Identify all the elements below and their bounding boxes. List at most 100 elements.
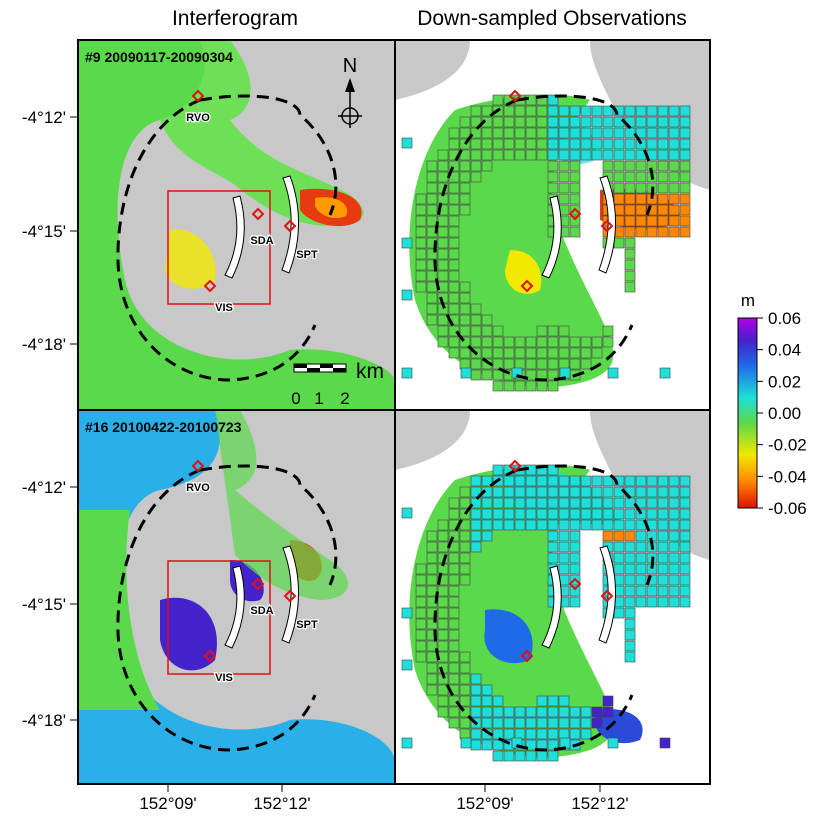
grid-cell: [679, 193, 691, 205]
grid-cell: [569, 508, 581, 520]
grid-cell: [448, 695, 460, 707]
grid-cell: [415, 226, 427, 238]
grid-cell: [459, 182, 471, 194]
grid-cell: [470, 314, 482, 326]
grid-cell: [415, 585, 427, 597]
grid-cell: [481, 138, 493, 150]
grid-cell: [525, 127, 537, 139]
grid-cell: [459, 563, 471, 575]
grid-cell: [459, 728, 471, 740]
grid-cell: [635, 552, 647, 564]
grid-cell: [569, 149, 581, 161]
grid-cell: [668, 519, 680, 531]
grid-cell: [591, 475, 603, 487]
grid-cell: [426, 237, 438, 249]
grid-cell: [481, 149, 493, 161]
grid-cell: [558, 325, 570, 337]
grid-cell: [591, 336, 603, 348]
grid-cell: [481, 717, 493, 729]
grid-cell: [547, 347, 559, 359]
grid-cell: [525, 750, 537, 762]
grid-cell: [401, 367, 413, 379]
grid-cell: [514, 486, 526, 498]
grid-cell: [481, 519, 493, 531]
grid-cell: [659, 737, 671, 749]
grid-cell: [613, 193, 625, 205]
grid-cell: [536, 519, 548, 531]
grid-cell: [607, 367, 619, 379]
grid-cell: [624, 640, 636, 652]
grid-cell: [470, 541, 482, 553]
grid-cell: [470, 673, 482, 685]
grid-cell: [613, 530, 625, 542]
grid-cell: [536, 380, 548, 392]
y-tick-label: -4°12': [22, 108, 66, 127]
grid-cell: [558, 116, 570, 128]
grid-cell: [547, 519, 559, 531]
grid-cell: [492, 380, 504, 392]
grid-cell: [657, 519, 669, 531]
site-marker-icon: [568, 207, 582, 221]
grid-cell: [459, 127, 471, 139]
grid-cell: [558, 193, 570, 205]
grid-cell: [591, 105, 603, 117]
grid-cell: [635, 215, 647, 227]
grid-cell: [569, 497, 581, 509]
grid-cell: [624, 215, 636, 227]
fault-sda: [224, 195, 245, 279]
grid-cell: [437, 226, 449, 238]
grid-cell: [679, 475, 691, 487]
site-marker-icon: [520, 649, 534, 663]
grid-cells-top: [401, 94, 691, 392]
grid-cell: [437, 596, 449, 608]
grid-cell: [481, 105, 493, 117]
grid-cell: [558, 138, 570, 150]
grid-cell: [569, 519, 581, 531]
grid-cell: [481, 127, 493, 139]
grid-cell: [624, 105, 636, 117]
grid-cell: [657, 204, 669, 216]
grid-cell: [580, 717, 592, 729]
grid-cell: [492, 325, 504, 337]
grid-cell: [624, 182, 636, 194]
grid-cell: [547, 171, 559, 183]
grid-cell: [448, 508, 460, 520]
grid-cell: [668, 215, 680, 227]
grid-cell: [613, 116, 625, 128]
grid-cell: [525, 358, 537, 370]
grid-cell: [657, 497, 669, 509]
grid-cell: [514, 475, 526, 487]
grid-cell: [437, 607, 449, 619]
grid-cell: [415, 204, 427, 216]
scale-unit: km: [356, 360, 384, 383]
grid-cell: [624, 651, 636, 663]
grid-cell: [624, 149, 636, 161]
site-marker-icon: [508, 459, 522, 473]
grid-cell: [624, 508, 636, 520]
grid-cell: [558, 105, 570, 117]
grid-cell: [536, 358, 548, 370]
grid-cell: [459, 574, 471, 586]
grid-cell: [679, 497, 691, 509]
grid-cell: [635, 138, 647, 150]
grid-cell: [657, 574, 669, 586]
grid-cell: [613, 105, 625, 117]
x-tick-label: 152°12': [571, 794, 628, 813]
grid-cell: [415, 618, 427, 630]
grid-cell: [536, 336, 548, 348]
grid-cell: [657, 585, 669, 597]
grid-cell: [470, 739, 482, 751]
grid-cell: [448, 259, 460, 271]
grid-cell: [580, 508, 592, 520]
grid-cell: [558, 706, 570, 718]
grid-cell: [536, 347, 548, 359]
grid-cell: [569, 226, 581, 238]
grid-cell: [536, 105, 548, 117]
scale-label-2: 2: [340, 389, 349, 408]
site-marker-icon: [520, 279, 534, 293]
grid-cell: [679, 160, 691, 172]
grid-cell: [591, 116, 603, 128]
grid-cell: [558, 728, 570, 740]
grid-cell: [525, 347, 537, 359]
grid-cell: [547, 552, 559, 564]
